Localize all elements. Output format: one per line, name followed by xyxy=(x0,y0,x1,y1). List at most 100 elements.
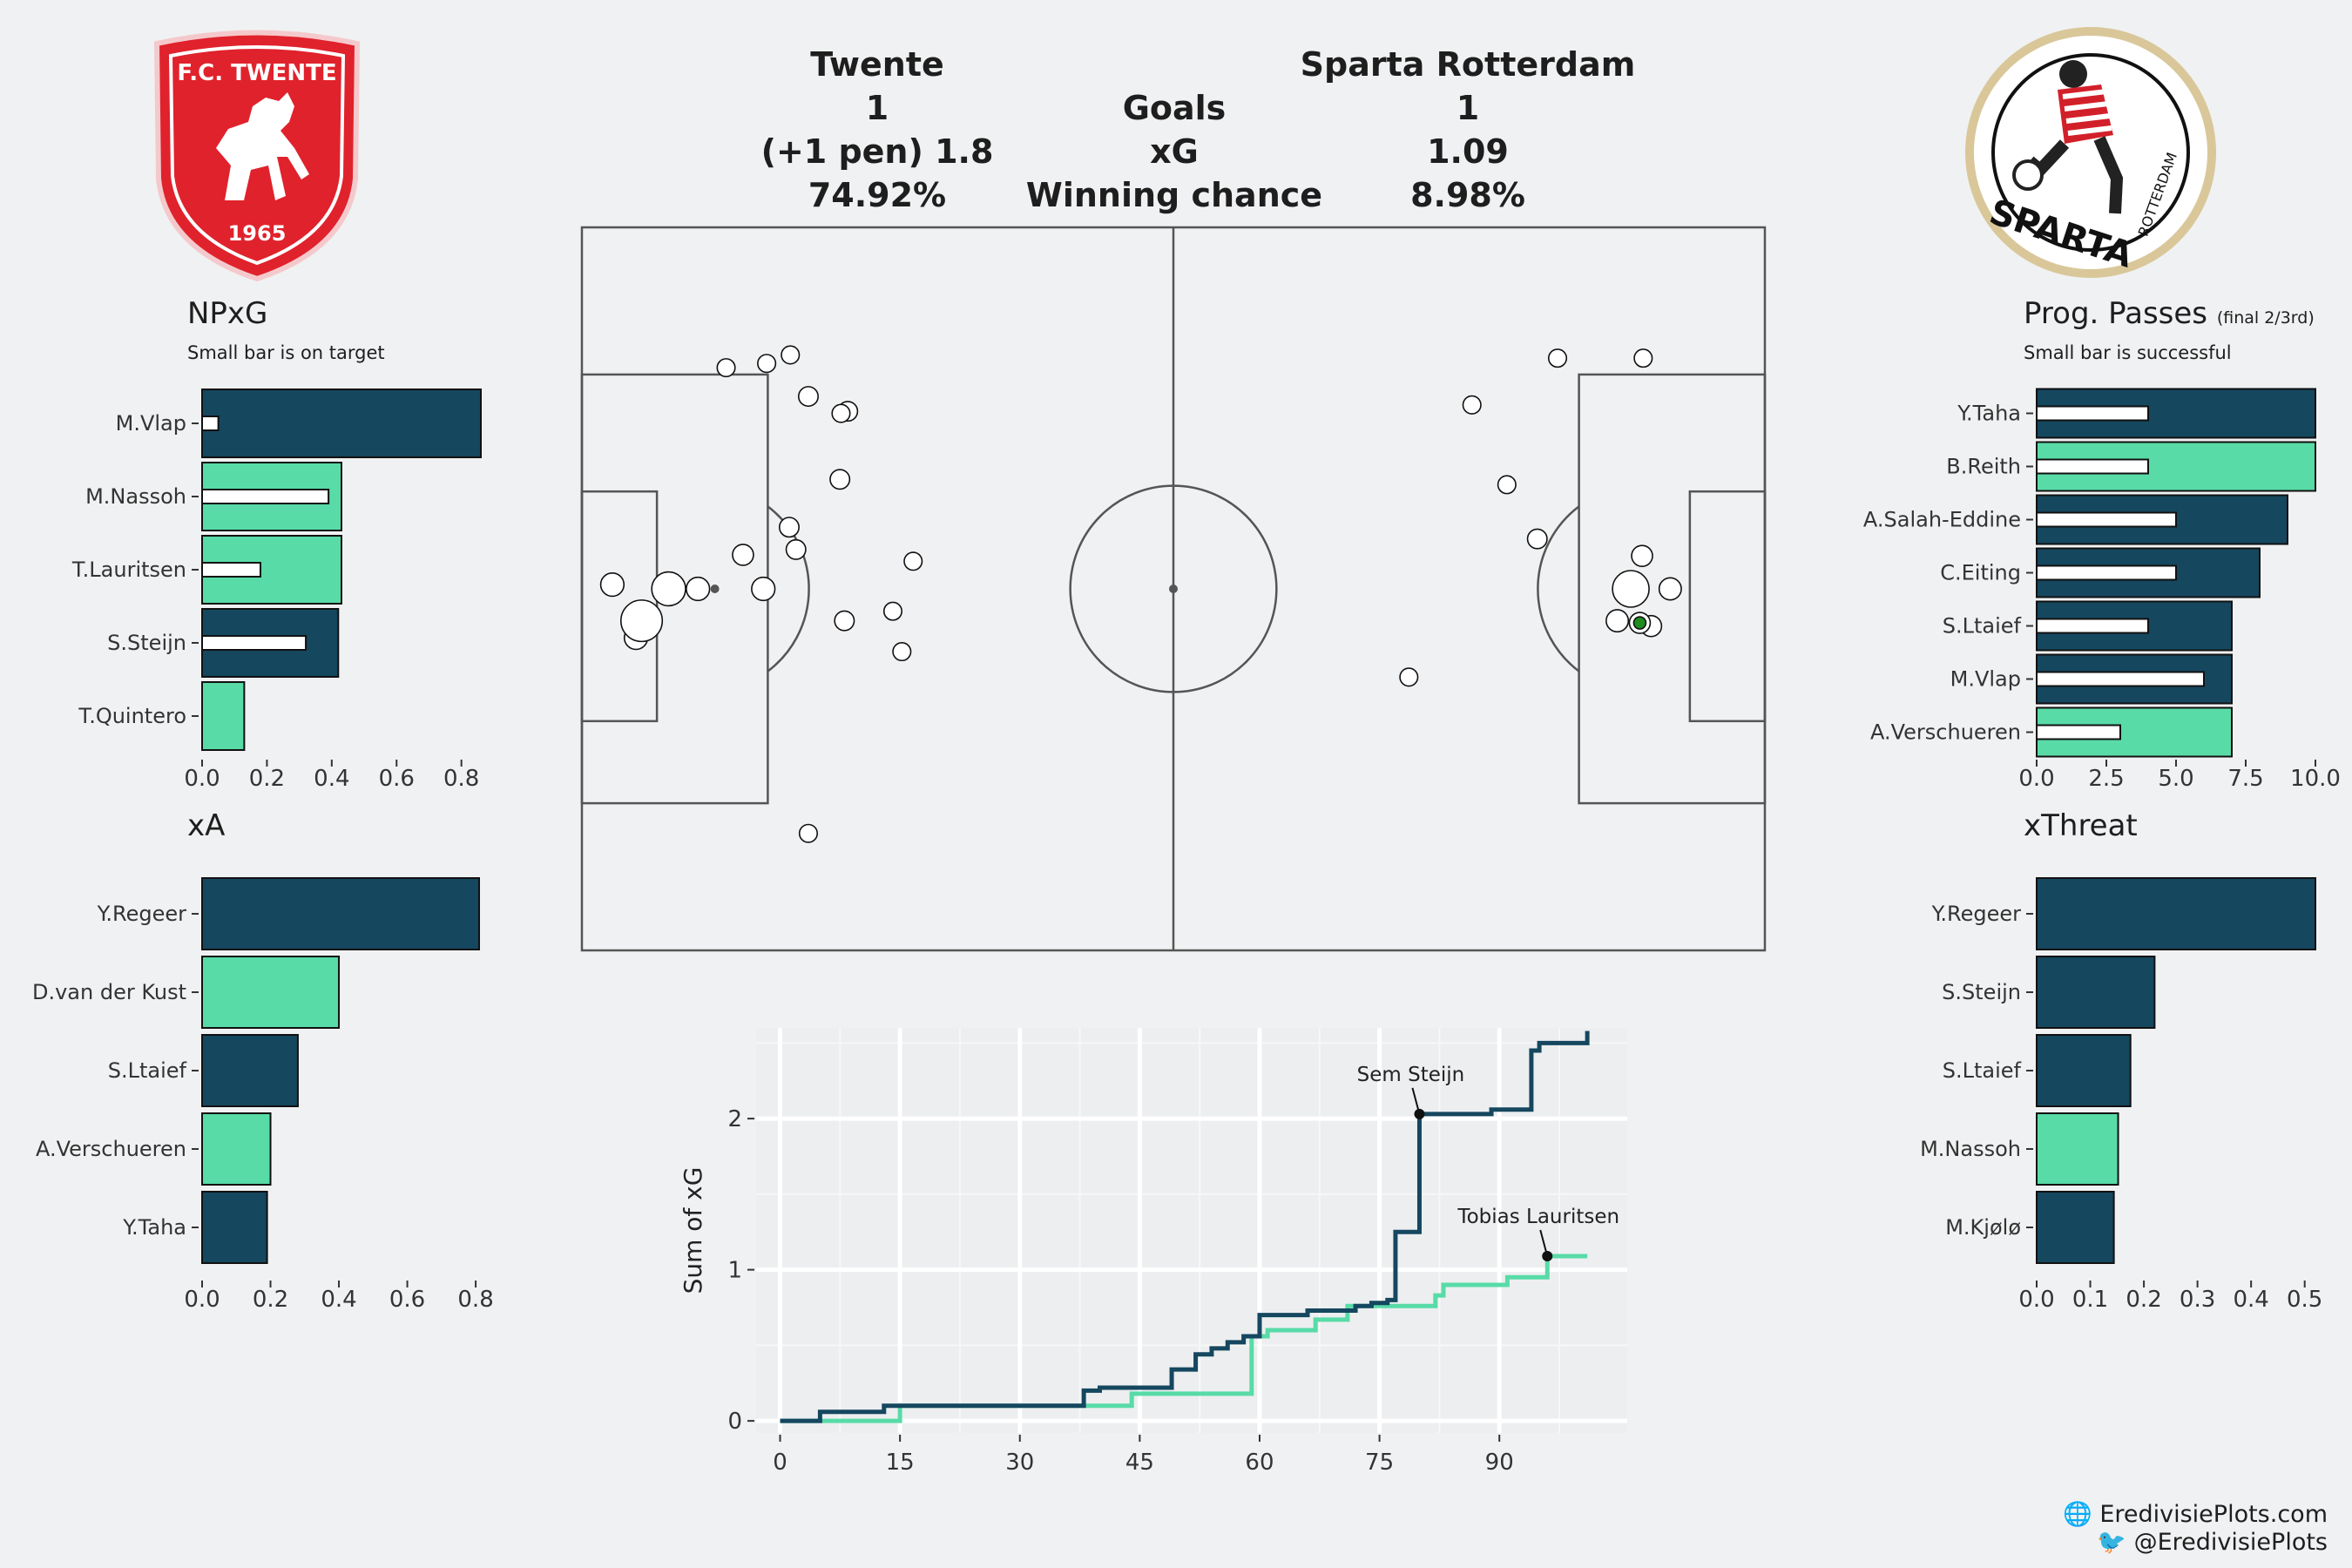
home-shot xyxy=(798,823,819,843)
npxg-category-label: M.Vlap xyxy=(116,411,186,436)
home-shot xyxy=(781,345,801,365)
home-shot xyxy=(797,386,819,408)
prog-x-tick-label: 7.5 xyxy=(2227,766,2263,792)
timeline-x-tick-label: 0 xyxy=(773,1450,787,1476)
goal-marker xyxy=(1414,1108,1425,1119)
npxg-x-tick-label: 0.8 xyxy=(443,766,479,792)
xa-bar-chart: Y.Regeer D.van der Kust S.Ltaief A.Verschue… xyxy=(32,877,494,1313)
home-shot xyxy=(619,599,664,643)
xthreat-category-label: M.Kjølø xyxy=(1945,1215,2021,1240)
npxg-category-label: M.Nassoh xyxy=(85,484,186,509)
npxg-inner-bar xyxy=(201,416,220,431)
prog-inner-bar xyxy=(2036,724,2121,740)
home-shot xyxy=(751,576,776,602)
credit-site[interactable]: 🌐 EredivisiePlots.com xyxy=(1805,1500,2328,1528)
npxg-inner-bar xyxy=(201,489,330,504)
xthreat-x-tick-label: 0.3 xyxy=(2180,1287,2215,1313)
goal-annotation-label: Tobias Lauritsen xyxy=(1456,1206,1619,1228)
home-shot xyxy=(686,576,711,602)
home-shot xyxy=(651,571,686,607)
timeline-y-axis-label: Sum of xG xyxy=(679,1167,707,1294)
xa-bar xyxy=(201,956,341,1029)
xa-category-label: A.Verschueren xyxy=(36,1137,186,1161)
goals-label: Goals xyxy=(1122,89,1227,127)
goal-annotation-label: Sem Steijn xyxy=(1357,1064,1465,1086)
away-shot xyxy=(1658,577,1682,601)
home-xg: (+1 pen) 1.8 xyxy=(760,132,994,171)
credit-twitter-text: @EredivisiePlots xyxy=(2133,1529,2328,1556)
home-win-chance: 74.92% xyxy=(808,176,947,214)
npxg-category-label: S.Steijn xyxy=(107,631,186,655)
twente-crest: F.C. TWENTE 1965 xyxy=(153,30,361,282)
xa-bar xyxy=(201,1034,299,1107)
away-shot xyxy=(1547,348,1568,368)
xthreat-category-label: M.Nassoh xyxy=(1920,1137,2021,1161)
npxg-bar-chart: M.Vlap M.Nassoh T.Lauritsen S.Steijn T.Quint… xyxy=(71,389,482,792)
npxg-x-tick-label: 0.0 xyxy=(184,766,220,792)
prog-passes-title: Prog. Passes (final 2/3rd) xyxy=(2024,296,2315,331)
xthreat-x-tick-label: 0.0 xyxy=(2018,1287,2054,1313)
away-shot xyxy=(1497,475,1517,495)
home-shot xyxy=(834,610,855,632)
xa-category-label: D.van der Kust xyxy=(32,980,186,1004)
prog-category-label: B.Reith xyxy=(1946,455,2021,479)
sparta-crest: SPARTA ROTTERDAM xyxy=(1965,27,2216,278)
globe-icon: 🌐 xyxy=(2063,1501,2092,1528)
prog-inner-bar xyxy=(2036,511,2177,528)
timeline-x-tick-label: 60 xyxy=(1245,1450,1274,1476)
prog-category-label: C.Eiting xyxy=(1940,561,2021,585)
xthreat-category-label: S.Steijn xyxy=(1942,980,2021,1004)
timeline-x-tick-label: 75 xyxy=(1365,1450,1394,1476)
xthreat-bar xyxy=(2036,877,2316,950)
xthreat-bar xyxy=(2036,1191,2115,1264)
home-shot xyxy=(882,601,903,621)
centre-spot xyxy=(1169,585,1178,593)
away-goals: 1 xyxy=(1456,89,1480,127)
centre-circle xyxy=(1069,484,1278,693)
npxg-inner-bar xyxy=(201,635,308,651)
away-goal-shot xyxy=(1632,616,1647,630)
footballer-icon xyxy=(2012,60,2124,214)
xa-title: xA xyxy=(187,808,226,843)
home-shot xyxy=(892,641,912,662)
prog-category-label: A.Salah-Eddine xyxy=(1863,508,2021,532)
xa-x-tick-label: 0.0 xyxy=(184,1287,220,1313)
xthreat-bar-chart: Y.Regeer S.Steijn S.Ltaief M.Nassoh M.Kjølø 0… xyxy=(1920,877,2322,1313)
home-penalty-spot xyxy=(710,585,720,593)
npxg-category-label: T.Lauritsen xyxy=(71,558,186,582)
timeline-x-tick-label: 90 xyxy=(1485,1450,1514,1476)
away-shot xyxy=(1526,528,1548,550)
xthreat-title: xThreat xyxy=(2024,808,2138,843)
credit-site-text: EredivisiePlots.com xyxy=(2099,1501,2328,1528)
xa-category-label: Y.Regeer xyxy=(97,902,187,926)
prog-inner-bar xyxy=(2036,564,2177,581)
home-shot xyxy=(903,551,923,571)
home-xg-line xyxy=(780,1031,1590,1423)
away-xg-line xyxy=(780,1254,1588,1423)
xthreat-bar xyxy=(2036,956,2156,1029)
prog-passes-title-main: Prog. Passes xyxy=(2024,296,2208,331)
prog-category-label: A.Verschueren xyxy=(1870,720,2021,745)
credits: 🌐 EredivisiePlots.com 🐦 @EredivisiePlots xyxy=(1805,1500,2328,1556)
xthreat-bar xyxy=(2036,1112,2119,1186)
npxg-title: NPxG xyxy=(187,296,268,331)
npxg-x-tick-label: 0.4 xyxy=(314,766,349,792)
credit-twitter[interactable]: 🐦 @EredivisiePlots xyxy=(1805,1528,2328,1556)
timeline-x-tick-label: 30 xyxy=(1005,1450,1034,1476)
home-shot xyxy=(778,517,800,538)
shot-map xyxy=(580,226,1767,952)
right-six-yard-box xyxy=(1688,490,1767,723)
xa-bar xyxy=(201,1112,272,1186)
away-shot xyxy=(1612,570,1650,608)
twente-crest-year: 1965 xyxy=(228,221,287,246)
goal-marker xyxy=(1542,1250,1553,1261)
npxg-x-tick-label: 0.6 xyxy=(379,766,415,792)
prog-category-label: Y.Taha xyxy=(1957,402,2021,426)
prog-x-tick-label: 10.0 xyxy=(2290,766,2341,792)
twitter-bird-icon: 🐦 xyxy=(2097,1529,2126,1556)
xa-x-tick-label: 0.2 xyxy=(253,1287,288,1313)
xthreat-category-label: Y.Regeer xyxy=(1931,902,2022,926)
xa-bar xyxy=(201,877,480,950)
away-shot xyxy=(1399,667,1419,687)
away-shot xyxy=(1633,348,1653,368)
